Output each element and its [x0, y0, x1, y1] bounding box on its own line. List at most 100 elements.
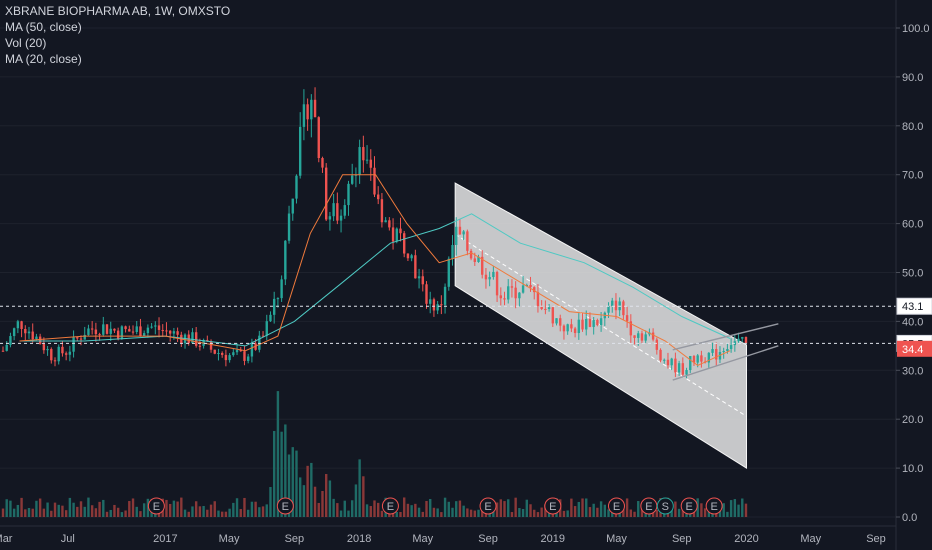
- candle-body-24: [90, 328, 94, 330]
- volume-bar-151: [562, 510, 566, 517]
- candle-body-163: [607, 306, 610, 313]
- candle-body-20: [76, 337, 79, 339]
- candle-body-124: [462, 231, 465, 235]
- candle-body-79: [295, 175, 298, 199]
- candle-body-161: [599, 318, 603, 326]
- candle-body-58: [217, 353, 220, 355]
- candle-body-45: [168, 330, 172, 334]
- y-tick-label-5: 50.0: [902, 268, 923, 280]
- x-tick-label-3: May: [219, 533, 240, 545]
- legend-volume[interactable]: Vol (20): [5, 36, 47, 50]
- candle-body-102: [380, 199, 384, 223]
- volume-bar-96: [358, 459, 361, 517]
- volume-bar-51: [191, 506, 194, 517]
- candle-body-81: [302, 104, 306, 127]
- volume-bar-26: [98, 501, 101, 517]
- candle-body-86: [321, 158, 324, 168]
- candle-body-89: [332, 203, 335, 217]
- x-tick-label-2: 2017: [153, 533, 177, 545]
- candle-body-15: [57, 346, 60, 362]
- candle-body-137: [510, 286, 514, 288]
- earnings-label-0: E: [153, 501, 160, 513]
- volume-bar-171: [637, 501, 640, 517]
- volume-bar-134: [499, 499, 502, 517]
- candle-body-115: [429, 299, 432, 304]
- candle-body-1: [5, 344, 8, 351]
- y-tick-label-10: 100.0: [902, 23, 930, 35]
- legend-title[interactable]: XBRANE BIOPHARMA AB, 1W, OMXSTO: [5, 4, 231, 18]
- candle-body-6: [24, 328, 27, 334]
- earnings-label-5: E: [613, 501, 620, 513]
- volume-bar-168: [625, 498, 629, 517]
- volume-bar-18: [68, 497, 72, 517]
- volume-bar-86: [321, 490, 324, 517]
- y-tick-label-2: 20.0: [902, 414, 923, 426]
- candle-body-183: [681, 363, 685, 375]
- volume-bar-15: [57, 504, 60, 517]
- candle-body-125: [466, 231, 469, 251]
- volume-bar-32: [120, 512, 124, 517]
- volume-bar-60: [224, 511, 228, 517]
- earnings-marker-8: [705, 497, 723, 515]
- candle-body-66: [246, 356, 250, 361]
- candle-body-99: [369, 159, 372, 168]
- candle-body-180: [670, 358, 673, 366]
- volume-bar-81: [302, 485, 306, 517]
- candle-body-28: [105, 324, 109, 334]
- candle-body-94: [351, 175, 354, 184]
- volume-bar-92: [343, 500, 346, 517]
- volume-bar-113: [421, 511, 424, 517]
- candle-body-172: [640, 333, 644, 341]
- x-tick-label-0: Mar: [0, 533, 13, 545]
- volume-bar-118: [440, 512, 443, 517]
- time-axis: Mar Jul 2017 May Sep 2018 May Sep 2019 May Sep 2020…: [0, 525, 896, 545]
- candle-body-175: [651, 332, 655, 340]
- candle-body-144: [536, 292, 540, 307]
- volume-bar-125: [466, 508, 469, 517]
- candle-body-40: [150, 326, 153, 328]
- volume-bar-90: [336, 503, 339, 517]
- candle-body-9: [35, 336, 38, 340]
- volume-bar-87: [324, 474, 328, 517]
- legend-ma50[interactable]: MA (50, close): [5, 20, 82, 34]
- price-axis: 0.0 10.0 20.0 30.0 40.0 50.0 60.0 70.0 80.0 90.0 1…: [895, 0, 932, 550]
- volume-bar-126: [469, 509, 473, 517]
- volume-bar-71: [265, 504, 268, 517]
- candle-body-46: [172, 331, 176, 334]
- volume-bar-188: [700, 503, 703, 517]
- volume-bar-83: [310, 462, 313, 517]
- volume-bar-176: [655, 510, 659, 517]
- candle-body-83: [310, 99, 313, 120]
- candle-body-95: [354, 174, 358, 176]
- volume-bar-2: [9, 500, 12, 517]
- candle-body-168: [625, 315, 629, 322]
- volume-bar-145: [540, 507, 543, 517]
- price-badge-0: [896, 297, 932, 315]
- legend-ma20[interactable]: MA (20, close): [5, 52, 82, 66]
- candle-body-159: [592, 319, 595, 327]
- volume-bar-56: [209, 504, 213, 517]
- candle-body-196: [729, 345, 733, 350]
- volume-bar-107: [399, 511, 402, 517]
- volume-bar-77: [287, 454, 291, 517]
- candle-body-157: [585, 318, 588, 330]
- candle-body-103: [384, 220, 387, 223]
- candle-body-88: [328, 216, 332, 220]
- price-axis-bg: [896, 0, 932, 550]
- volume-bar-7: [27, 507, 31, 517]
- candle-body-178: [663, 359, 666, 361]
- volume-bar-193: [718, 508, 722, 517]
- candle-body-5: [20, 321, 23, 329]
- volume-bar-12: [46, 502, 49, 517]
- volume-bar-62: [232, 502, 235, 517]
- candle-body-37: [139, 326, 142, 337]
- candle-body-2: [9, 336, 12, 345]
- moving-averages: [19, 174, 779, 381]
- volume-bar-84: [313, 486, 317, 517]
- volume-bar-110: [410, 505, 413, 517]
- candle-body-34: [128, 329, 131, 332]
- candle-body-31: [116, 330, 120, 339]
- candle-body-30: [113, 328, 116, 331]
- volume-bar-76: [284, 424, 287, 517]
